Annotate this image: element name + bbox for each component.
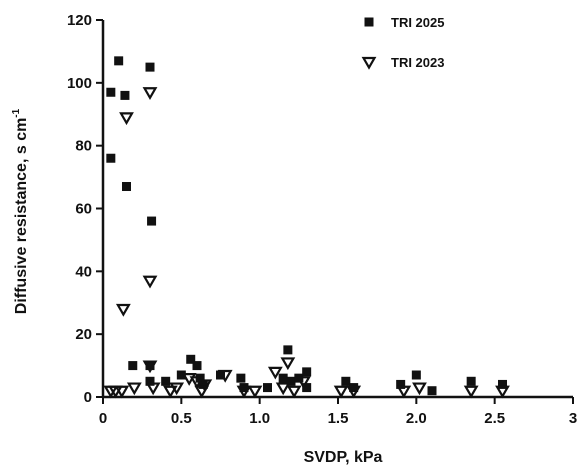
square-data-point — [106, 87, 116, 97]
square-data-point — [302, 383, 312, 393]
square-data-point — [176, 370, 186, 380]
triangle-data-point — [236, 385, 252, 399]
square-data-point — [286, 376, 296, 386]
data-points — [103, 56, 510, 399]
square-data-point — [278, 373, 288, 383]
square-data-point — [427, 386, 437, 396]
square-data-point — [145, 376, 155, 386]
x-tick-label: 0.5 — [171, 410, 192, 427]
triangle-data-point — [194, 385, 210, 399]
square-data-point — [122, 182, 131, 192]
triangle-data-point — [197, 379, 213, 393]
triangle-data-point — [126, 382, 142, 396]
triangle-data-point — [169, 382, 185, 396]
triangle-data-point — [346, 385, 362, 399]
x-tick-label: 0 — [99, 410, 107, 427]
triangle-data-point — [463, 385, 479, 399]
square-data-point — [216, 370, 225, 380]
triangle-data-point — [296, 376, 311, 389]
triangle-data-point — [114, 385, 130, 399]
square-data-point — [198, 379, 208, 389]
square-data-point — [411, 370, 421, 380]
triangle-data-point — [145, 382, 161, 396]
legend-label: TRI 2025 — [391, 15, 444, 30]
x-tick-label: 2.5 — [484, 410, 505, 427]
square-data-point — [396, 379, 406, 389]
triangle-data-point — [333, 385, 349, 399]
square-data-point — [302, 367, 312, 377]
square-data-point — [263, 383, 272, 393]
y-tick-label: 100 — [67, 75, 92, 92]
y-tick-label: 0 — [84, 389, 92, 406]
square-data-point — [236, 373, 246, 383]
square-data-point — [145, 62, 155, 72]
triangle-data-point — [396, 385, 412, 399]
triangle-data-point — [142, 360, 158, 374]
x-tick-label: 1.0 — [249, 410, 270, 427]
square-data-point — [186, 354, 196, 364]
x-axis-title: SVDP, kPa — [304, 449, 383, 466]
triangle-data-point — [412, 382, 427, 396]
square-data-point — [283, 345, 293, 355]
legend: TRI 2025 TRI 2023 — [361, 15, 444, 70]
x-tick-label: 3 — [569, 410, 577, 427]
square-data-point — [147, 216, 157, 226]
y-tick-label: 20 — [75, 326, 92, 343]
legend-label: TRI 2023 — [391, 55, 444, 70]
x-tick-label: 1.5 — [328, 410, 349, 427]
square-data-point — [192, 361, 202, 371]
y-ticks: 0 20 40 60 80 100 120 — [67, 12, 103, 406]
axes — [101, 20, 573, 399]
triangle-data-point — [162, 385, 178, 399]
triangle-data-point — [115, 303, 131, 317]
square-data-point — [161, 376, 171, 386]
square-data-point — [466, 376, 476, 386]
y-axis-title-text: Diffusive resistance, s cm — [13, 118, 30, 315]
square-data-point — [120, 90, 130, 100]
legend-marker — [361, 56, 377, 70]
y-axis-title: Diffusive resistance, s cm-1 — [11, 108, 30, 314]
square-data-point — [341, 376, 351, 386]
x-tick-label: 2.0 — [406, 410, 427, 427]
y-tick-label: 60 — [75, 201, 92, 218]
triangle-data-point — [275, 382, 291, 396]
square-data-point — [106, 153, 116, 163]
square-data-point — [498, 379, 507, 389]
y-tick-label: 40 — [75, 263, 92, 280]
triangle-data-point — [495, 385, 510, 399]
triangle-data-point — [267, 366, 283, 380]
legend-marker — [364, 17, 374, 27]
triangle-data-point — [119, 112, 134, 126]
triangle-data-point — [142, 87, 158, 100]
triangle-data-point — [142, 275, 158, 289]
triangle-data-point — [286, 385, 302, 399]
y-axis-title-superscript: -1 — [11, 108, 22, 117]
y-tick-label: 80 — [75, 138, 92, 155]
square-data-point — [114, 56, 124, 66]
x-ticks: 0 0.5 1.0 1.5 2.0 2.5 3 — [99, 397, 577, 427]
triangle-data-point — [280, 357, 296, 371]
triangle-data-point — [247, 385, 263, 399]
triangle-data-point — [217, 369, 233, 383]
square-data-point — [145, 361, 155, 371]
square-data-point — [128, 361, 138, 371]
y-tick-label: 120 — [67, 12, 92, 29]
